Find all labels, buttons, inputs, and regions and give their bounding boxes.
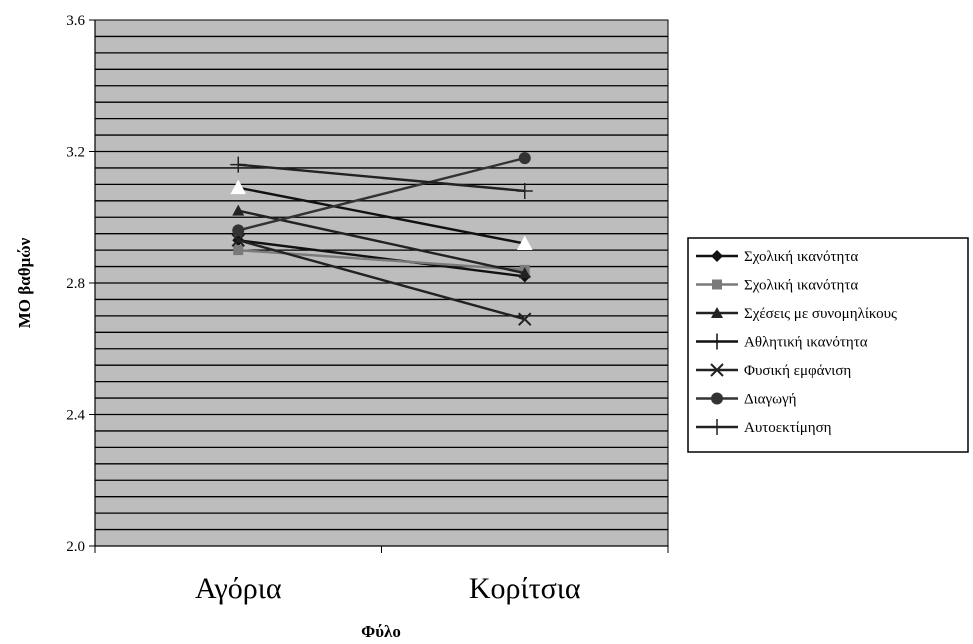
legend-marker <box>711 392 723 405</box>
series-4 <box>230 179 533 251</box>
data-point <box>233 245 244 256</box>
legend-item: Σχολική ικανότητα <box>696 249 858 265</box>
legend-box <box>687 237 969 453</box>
legend-item: Φυσική εμφάνιση <box>696 363 851 379</box>
series-line <box>238 239 525 278</box>
legend-label: Αθλητική ικανότητα <box>744 335 868 351</box>
data-point <box>230 156 247 173</box>
legend-marker <box>709 419 725 435</box>
legend-marker <box>709 333 725 350</box>
legend-label: Σχολική ικανότητα <box>744 278 858 294</box>
y-tick-label: 2.4 <box>66 408 85 424</box>
y-tick-label: 2.8 <box>66 276 85 292</box>
legend-marker <box>711 250 723 262</box>
legend-label: Φυσική εμφάνιση <box>744 363 851 379</box>
series-line <box>238 163 525 193</box>
legend-label: Διαγωγή <box>744 392 797 408</box>
legend-marker <box>712 279 722 290</box>
legend-item: Σχολική ικανότητα <box>696 278 858 294</box>
legend-item: Αθλητική ικανότητα <box>696 333 868 351</box>
legend-label: Αυτοεκτίμηση <box>744 420 832 436</box>
series-line <box>238 186 525 245</box>
legend-item: Αυτοεκτίμηση <box>696 419 832 436</box>
data-point <box>518 312 532 326</box>
legend-marker <box>710 363 724 377</box>
data-point <box>516 182 533 199</box>
data-point <box>518 267 531 279</box>
x-tick-label: Κορίτσια <box>469 572 581 605</box>
legend-label: Σχολική ικανότητα <box>744 249 858 265</box>
series-line <box>237 209 526 275</box>
series-3 <box>232 204 531 279</box>
data-point <box>231 233 245 247</box>
legend-marker <box>711 307 723 318</box>
series-6 <box>232 152 531 237</box>
legend-item: Διαγωγή <box>696 392 797 408</box>
data-point <box>518 152 531 165</box>
data-point <box>230 179 247 195</box>
y-tick-label: 2.0 <box>66 539 85 555</box>
series-line <box>237 156 526 232</box>
data-point <box>232 224 245 237</box>
data-point <box>232 204 245 216</box>
series-line <box>237 239 526 321</box>
y-axis: 2.0 2.4 2.8 3.2 3.6 <box>66 13 96 555</box>
y-tick-label: 3.2 <box>66 145 85 161</box>
legend: Σχολική ικανότητα Σχολική ικανότητα Σχέσει… <box>687 237 969 453</box>
y-axis-title: ΜΟ βαθμών <box>15 237 34 328</box>
x-tick-label: Αγόρια <box>195 572 282 605</box>
series-group <box>230 152 533 326</box>
x-axis: Αγόρια Κορίτσια <box>94 545 669 605</box>
legend-item: Σχέσεις με συνομηλίκους <box>696 306 897 322</box>
series-7 <box>230 156 533 199</box>
series-5 <box>231 233 532 326</box>
data-point <box>516 235 533 251</box>
x-axis-title: Φύλο <box>361 622 401 641</box>
y-tick-label: 3.6 <box>66 13 85 29</box>
gridlines <box>95 35 668 531</box>
legend-label: Σχέσεις με συνομηλίκους <box>744 306 897 322</box>
